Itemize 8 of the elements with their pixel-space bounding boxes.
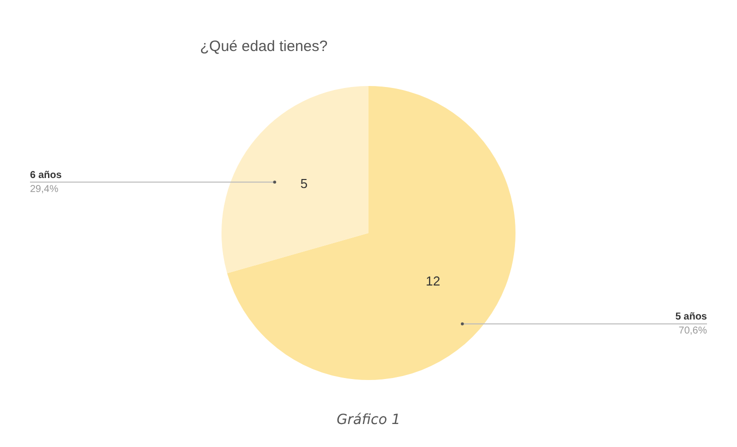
data-label: 12 [426, 273, 440, 288]
data-label: 5 [300, 176, 308, 191]
text: Gráfico 1 [336, 412, 402, 428]
text: 70,6% [678, 326, 707, 337]
slice-label: 5 años [675, 312, 708, 323]
slice-label: 6 años [30, 170, 62, 181]
text: 29,4% [30, 184, 58, 195]
chart-title: ¿Qué edad tienes? [200, 38, 328, 56]
